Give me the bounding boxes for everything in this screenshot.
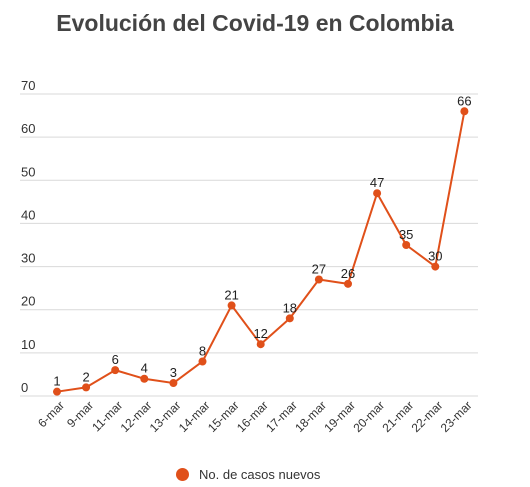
data-label: 4 [141,361,148,376]
y-tick-label: 40 [21,207,35,222]
chart-title: Evolución del Covid-19 en Colombia [56,10,454,36]
y-tick-label: 20 [21,294,35,309]
data-point [227,301,236,310]
data-label: 26 [341,266,355,281]
data-point [373,189,382,198]
data-point [285,314,294,323]
data-label: 47 [370,175,384,190]
data-point [402,241,411,249]
legend: No. de casos nuevos [176,464,320,484]
data-label: 35 [399,227,413,242]
data-point [314,275,323,284]
x-tick-label: 23-mar [438,398,475,435]
x-tick-label: 16-mar [234,398,271,435]
data-label: 1 [53,374,60,389]
y-tick-label: 10 [21,337,35,352]
x-tick-label: 13-mar [147,398,184,435]
series-line [56,111,466,393]
x-tick-label: 15-mar [205,398,242,435]
data-label: 12 [253,326,267,341]
data-label: 21 [224,287,238,302]
data-point [111,366,120,375]
x-tick-label: 11-mar [89,398,125,434]
x-tick-label: 6-mar [35,398,67,430]
data-label: 2 [82,369,89,384]
data-label: 8 [199,343,206,358]
x-tick-label: 21-mar [380,398,417,435]
data-label: 18 [283,300,297,315]
data-point [169,379,178,388]
data-point [82,383,91,392]
data-label: 6 [112,352,119,367]
data-label: 27 [312,262,326,277]
x-tick-label: 12-mar [118,398,155,435]
x-tick-label: 22-mar [409,398,446,435]
x-tick-label: 14-mar [176,398,213,435]
data-point [140,374,149,383]
y-tick-label: 0 [21,380,28,395]
x-tick-label: 17-mar [263,398,300,435]
legend-label: No. de casos nuevos [199,466,321,482]
legend-swatch [176,467,189,481]
data-point [460,107,469,116]
y-tick-label: 30 [21,251,35,266]
data-point [256,340,265,349]
data-point [431,262,440,271]
y-tick-label: 50 [21,164,35,179]
data-point [198,357,207,366]
data-label: 3 [170,365,177,380]
x-tick-label: 20-mar [350,398,387,435]
data-point [53,387,61,396]
data-label: 66 [457,93,471,108]
x-tick-label: 19-mar [321,398,358,435]
data-label: 30 [428,249,442,264]
y-tick-label: 60 [21,121,35,136]
x-tick-label: 18-mar [292,398,329,435]
y-tick-label: 70 [21,78,35,93]
data-point [344,279,352,288]
